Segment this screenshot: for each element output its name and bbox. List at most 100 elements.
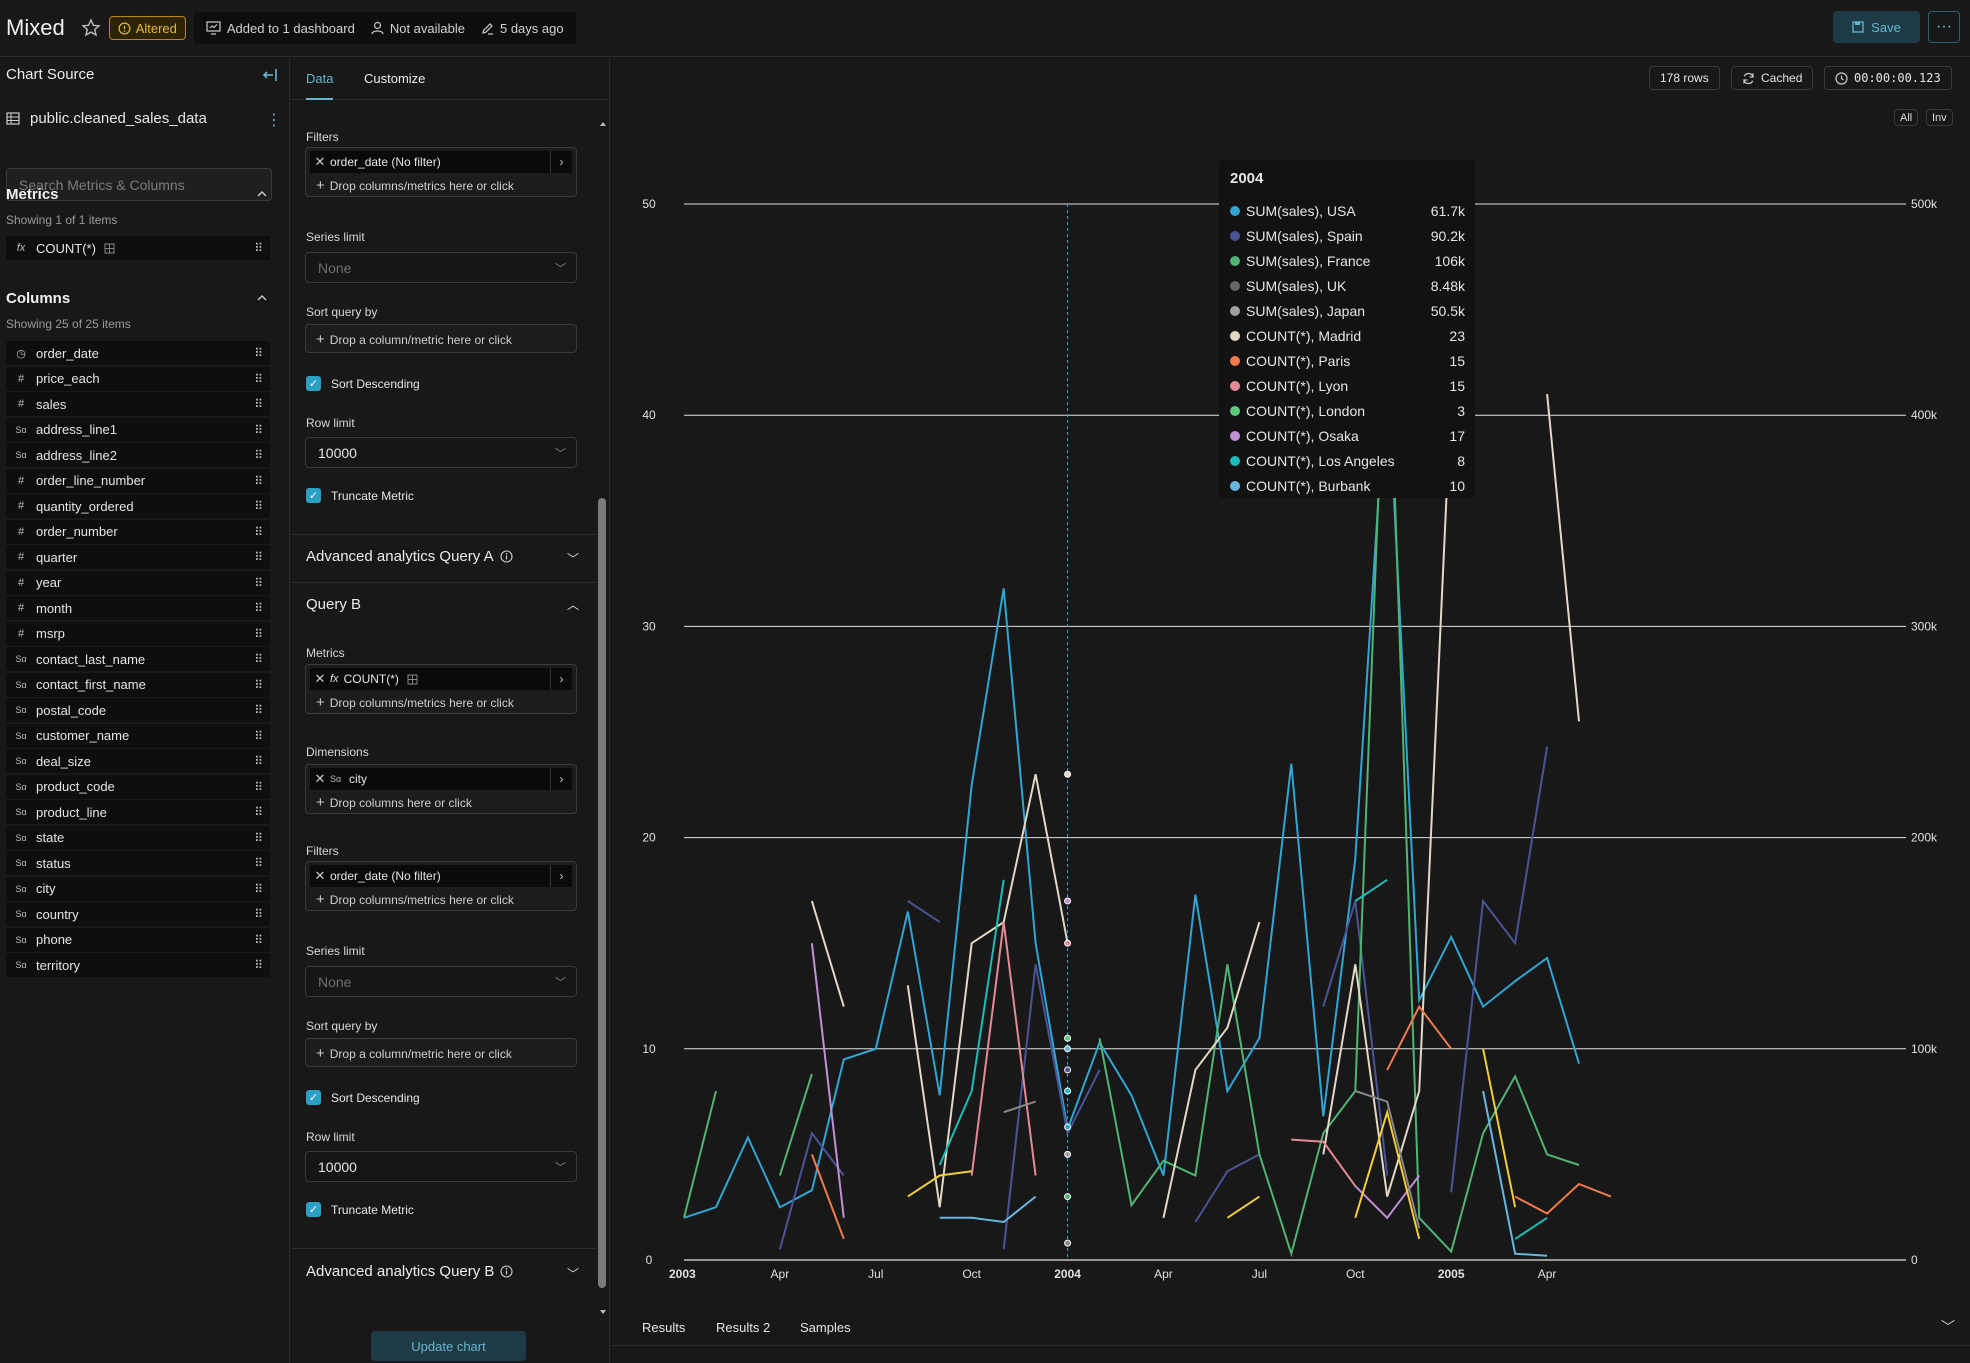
chevron-down-icon[interactable]: ﹀ (1941, 1319, 1955, 1335)
column-item[interactable]: Sɑ contact_last_name ⠿ (6, 647, 270, 671)
column-item[interactable]: Sɑ territory ⠿ (6, 953, 270, 977)
advanced-analytics-a-header[interactable]: Advanced analytics Query A (306, 548, 513, 565)
metrics-dropzone[interactable]: ✕ fx COUNT(*) › + Drop columns/metrics he… (305, 664, 577, 714)
tab-samples[interactable]: Samples (800, 1320, 851, 1335)
column-item[interactable]: Sɑ address_line1 ⠿ (6, 417, 270, 442)
legend-invert-button[interactable]: Inv (1926, 109, 1953, 126)
series-line[interactable] (683, 267, 1580, 1258)
series-line[interactable] (778, 746, 1549, 1250)
column-item[interactable]: Sɑ status ⠿ (6, 851, 270, 875)
dashboards-link[interactable]: Added to 1 dashboard (206, 21, 355, 36)
remove-icon[interactable]: ✕ (314, 154, 326, 169)
drag-handle-icon[interactable]: ⠿ (254, 524, 263, 539)
chevron-down-icon[interactable]: ﹀ (567, 1267, 580, 1281)
remove-icon[interactable]: ✕ (314, 671, 326, 686)
column-item[interactable]: Sɑ state ⠿ (6, 825, 270, 850)
chevron-down-icon[interactable]: ﹀ (567, 552, 580, 566)
columns-section-heading[interactable]: Columns (6, 290, 71, 307)
drag-handle-icon[interactable]: ⠿ (254, 397, 263, 411)
drag-handle-icon[interactable]: ⠿ (254, 830, 263, 845)
column-item[interactable]: # order_line_number ⠿ (6, 468, 270, 493)
chevron-right-icon[interactable]: › (550, 668, 572, 690)
drag-handle-icon[interactable]: ⠿ (254, 907, 263, 921)
column-item[interactable]: Sɑ contact_first_name ⠿ (6, 672, 270, 697)
column-item[interactable]: # quarter ⠿ (6, 545, 270, 569)
chevron-up-icon[interactable] (256, 188, 268, 200)
add-filter[interactable]: + Drop columns/metrics here or click (316, 177, 514, 194)
drag-handle-icon[interactable]: ⠿ (254, 626, 263, 641)
drag-handle-icon[interactable]: ⠿ (254, 652, 263, 666)
add-dimension[interactable]: + Drop columns here or click (316, 794, 472, 811)
column-item[interactable]: Sɑ product_line ⠿ (6, 800, 270, 824)
sort-descending-checkbox[interactable]: ✓ Sort Descending (306, 1090, 420, 1105)
series-line[interactable] (810, 1004, 1612, 1240)
more-actions-button[interactable]: ··· (1928, 11, 1960, 43)
column-item[interactable]: # month ⠿ (6, 596, 270, 620)
dimension-chip[interactable]: ✕ Sɑ city › (310, 768, 572, 790)
drag-handle-icon[interactable]: ⠿ (254, 371, 263, 386)
scrollbar-thumb[interactable] (598, 498, 606, 1288)
chevron-right-icon[interactable]: › (550, 865, 572, 887)
column-item[interactable]: # sales ⠿ (6, 392, 270, 416)
add-sort[interactable]: + Drop a column/metric here or click (316, 331, 512, 348)
tab-data[interactable]: Data (306, 71, 334, 86)
series-line[interactable] (938, 878, 1548, 1240)
drag-handle-icon[interactable]: ⠿ (254, 779, 263, 794)
truncate-metric-checkbox[interactable]: ✓ Truncate Metric (306, 488, 414, 503)
sort-descending-checkbox[interactable]: ✓ Sort Descending (306, 376, 420, 391)
drag-handle-icon[interactable]: ⠿ (254, 754, 263, 768)
column-item[interactable]: Sɑ deal_size ⠿ (6, 749, 270, 773)
series-limit-select[interactable]: None ﹀ (305, 252, 577, 283)
star-icon[interactable] (80, 18, 101, 38)
tab-results-2[interactable]: Results 2 (716, 1320, 771, 1335)
chevron-right-icon[interactable]: › (550, 151, 572, 173)
info-icon[interactable] (500, 1265, 513, 1278)
cached-badge[interactable]: Cached (1731, 66, 1814, 90)
drag-handle-icon[interactable]: ⠿ (254, 473, 263, 488)
chevron-right-icon[interactable]: › (550, 768, 572, 790)
drag-handle-icon[interactable]: ⠿ (254, 958, 263, 972)
filters-dropzone[interactable]: ✕ order_date (No filter) › + Drop columns… (305, 147, 577, 197)
series-limit-select[interactable]: None ﹀ (305, 966, 577, 997)
column-item[interactable]: # quantity_ordered ⠿ (6, 494, 270, 518)
dataset-menu-icon[interactable]: ⋮ (266, 112, 282, 129)
collapse-panel-icon[interactable] (262, 68, 278, 82)
search-metrics-input[interactable]: Search Metrics & Columns (6, 168, 272, 201)
info-icon[interactable] (500, 550, 513, 563)
series-line[interactable] (1003, 1090, 1421, 1229)
metrics-section-heading[interactable]: Metrics (6, 186, 59, 203)
row-limit-select[interactable]: 10000 ﹀ (305, 1151, 577, 1182)
metric-item[interactable]: fx COUNT(*) ⠿ (6, 236, 270, 260)
drag-handle-icon[interactable]: ⠿ (254, 550, 263, 564)
filter-chip[interactable]: ✕ order_date (No filter) › (310, 151, 572, 173)
sort-query-dropzone[interactable]: + Drop a column/metric here or click (305, 1038, 577, 1067)
update-chart-button[interactable]: Update chart (371, 1331, 526, 1361)
drag-handle-icon[interactable]: ⠿ (254, 805, 263, 819)
scrollbar[interactable] (598, 118, 608, 1323)
column-item[interactable]: Sɑ customer_name ⠿ (6, 723, 270, 748)
add-sort[interactable]: + Drop a column/metric here or click (316, 1045, 512, 1062)
drag-handle-icon[interactable]: ⠿ (254, 601, 263, 615)
query-b-header[interactable]: Query B (306, 596, 361, 613)
column-item[interactable]: Sɑ country ⠿ (6, 902, 270, 926)
series-line[interactable] (939, 1090, 1548, 1257)
advanced-analytics-b-header[interactable]: Advanced analytics Query B (306, 1263, 513, 1280)
drag-handle-icon[interactable]: ⠿ (254, 856, 263, 870)
drag-handle-icon[interactable]: ⠿ (254, 346, 263, 360)
series-line[interactable] (810, 394, 1580, 1219)
add-metric[interactable]: + Drop columns/metrics here or click (316, 694, 514, 711)
dataset-selector[interactable]: public.cleaned_sales_data (6, 110, 207, 127)
drag-handle-icon[interactable]: ⠿ (254, 703, 263, 717)
column-item[interactable]: # order_number ⠿ (6, 519, 270, 544)
tab-results[interactable]: Results (642, 1320, 686, 1335)
remove-icon[interactable]: ✕ (314, 868, 326, 883)
series-line[interactable] (970, 921, 1357, 1187)
drag-handle-icon[interactable]: ⠿ (254, 448, 263, 462)
drag-handle-icon[interactable]: ⠿ (254, 241, 263, 255)
legend-select-all-button[interactable]: All (1894, 109, 1919, 126)
line-chart[interactable]: 0 10 20 30 40 50 0 100k 200k 300k 400k 500k 2003 Apr J… (611, 58, 1970, 1308)
column-item[interactable]: Sɑ city ⠿ (6, 876, 270, 901)
drag-handle-icon[interactable]: ⠿ (254, 728, 263, 743)
chevron-up-icon[interactable] (256, 292, 268, 304)
drag-handle-icon[interactable]: ⠿ (254, 422, 263, 437)
